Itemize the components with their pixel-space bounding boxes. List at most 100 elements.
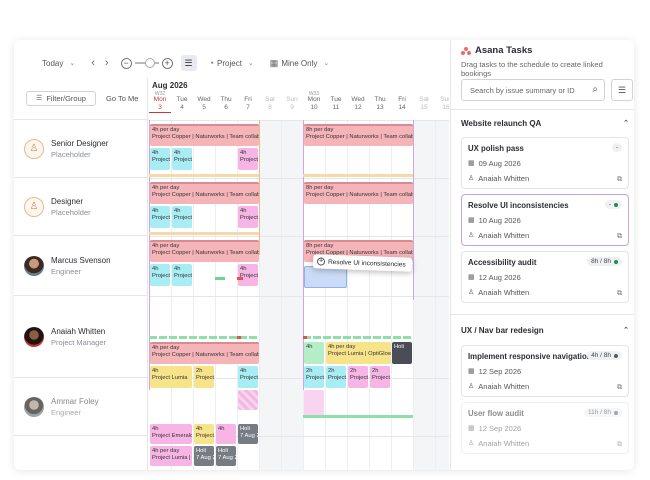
booking-block[interactable] [304, 390, 324, 418]
day-header-cell[interactable]: Wed 5 [197, 96, 211, 111]
panel-subtitle: Drag tasks to the schedule to create lin… [461, 60, 603, 78]
day-header-cell[interactable]: Sat 15 [419, 96, 429, 111]
external-link-icon[interactable]: ⧉ [617, 384, 622, 391]
holiday-block[interactable]: Holi [392, 342, 412, 364]
resource-row[interactable]: ♙ Senior Designer Placeholder [14, 120, 148, 178]
drop-target-preview [304, 266, 347, 288]
booking-block[interactable]: 2h Project [194, 366, 214, 388]
external-link-icon[interactable]: ⧉ [617, 176, 622, 183]
task-group-header[interactable]: UX / Nav bar redesign ⌃ [461, 326, 629, 335]
resource-row[interactable]: Ammar Foley Engineer [14, 378, 148, 436]
next-period-button[interactable]: › [105, 57, 109, 69]
go-to-me-button[interactable]: Go To Me [106, 94, 139, 103]
booking-block[interactable]: 2h Project [326, 366, 346, 388]
day-header-cell[interactable]: Wed 12 [351, 96, 365, 111]
day-header-cell[interactable]: Thu 6 [220, 96, 232, 111]
booking-block[interactable]: 8h per day Project Copper | Naturworks | … [304, 124, 413, 146]
user-icon: ♙ [468, 440, 475, 447]
booking-block[interactable]: 4h per day Project Copper | Naturworks | … [150, 240, 259, 262]
filter-button[interactable]: ☰ [611, 79, 633, 101]
day-header-cell[interactable]: Tue 11 [330, 96, 342, 111]
day-header-cell[interactable]: Sun 9 [286, 96, 298, 111]
day-header-cell[interactable]: Tue 4 [176, 96, 188, 111]
project-dropdown[interactable]: ◔ Project ⌄ [209, 58, 254, 68]
day-header-cell[interactable]: Sat 8 [265, 96, 275, 111]
hours-badge: 4h / 8h [587, 351, 622, 360]
day-header-cell[interactable]: W32 Mon 3 [149, 90, 171, 113]
resource-role: Placeholder [51, 207, 91, 217]
booking-block[interactable]: 8h per day Project Copper | Naturworks | … [304, 182, 413, 204]
booking-block[interactable]: 4h per day Project Copper | Naturworks | … [150, 182, 259, 204]
resource-name: Ammar Foley [51, 396, 99, 406]
panel-title-text: Asana Tasks [475, 45, 533, 56]
holiday-block[interactable]: Holi 7 Aug 2 [216, 446, 236, 466]
holiday-block[interactable]: Holi 7 Aug 2 [194, 446, 214, 466]
booking-block[interactable]: 4h per day Project Lumia | OptiGlow [326, 342, 391, 364]
booking-block[interactable]: 2h Project [348, 366, 368, 388]
tentative-booking-block[interactable] [238, 390, 258, 410]
zoom-in-icon[interactable]: + [161, 57, 173, 69]
task-title: UX polish pass [468, 144, 524, 153]
task-card[interactable]: UX polish pass - ▦ 09 Aug 2026 ♙ Anaiah Wh… [461, 137, 629, 189]
zoom-slider-knob[interactable] [144, 58, 155, 68]
task-card-selected[interactable]: Resolve UI inconsistencies - ▦ 10 Aug 202… [461, 194, 629, 246]
task-card[interactable]: Implement responsive navigation 4h / 8h … [461, 345, 629, 397]
list-view-button[interactable]: ☰ [180, 55, 197, 71]
resource-role: Engineer [51, 407, 82, 417]
day-header-cell[interactable]: Fri 14 [398, 96, 406, 111]
chevron-up-icon[interactable]: ⌃ [623, 120, 629, 127]
chevron-down-icon: ⌄ [69, 60, 76, 67]
hours-badge: - [604, 200, 622, 209]
task-card[interactable]: User flow audit 11h / 8h ▦ 12 Sep 2026 ♙ A… [461, 402, 629, 454]
task-card[interactable]: Accessibility audit 8h / 8h ▦ 12 Aug 2026… [461, 251, 629, 303]
task-search-input[interactable]: Search by issue summary or ID ⌕ [461, 79, 605, 101]
resource-row[interactable]: Marcus Svenson Engineer [14, 236, 148, 296]
external-link-icon[interactable]: ⧉ [617, 233, 622, 240]
booking-block[interactable]: 2h Project [370, 366, 390, 388]
task-date: 12 Sep 2026 [478, 367, 522, 376]
resource-row[interactable]: ♙ Designer Placeholder [14, 178, 148, 236]
chevron-up-icon[interactable]: ⌃ [623, 327, 629, 334]
calendar-icon: ▦ [468, 217, 475, 224]
booking-block[interactable]: 4h [304, 342, 324, 364]
resource-row[interactable]: Anaiah Whitten Project Manager [14, 296, 148, 378]
day-header-cell[interactable]: Sun16 [440, 96, 449, 111]
filter-group-label: Filter/Group [46, 94, 86, 103]
search-icon[interactable]: ⌕ [592, 84, 598, 95]
day-header-cell[interactable]: Fri 7 [244, 96, 252, 111]
booking-block[interactable]: 4h [216, 424, 236, 444]
booking-block[interactable]: 4h Project Lumia [150, 366, 192, 388]
today-dropdown[interactable]: Today ⌄ [42, 59, 75, 68]
resource-role: Project Manager [51, 337, 107, 347]
booking-block[interactable]: 4h per day Project Copper | Naturworks | … [150, 124, 259, 146]
booking-block[interactable]: 4h per day Project Copper | Naturworks | … [150, 342, 259, 364]
zoom-slider[interactable] [134, 58, 159, 68]
prev-period-button[interactable]: ‹ [91, 57, 95, 69]
booking-block[interactable]: 2h Project [304, 366, 324, 388]
mine-only-dropdown[interactable]: ▦ Mine Only ⌄ [270, 58, 329, 68]
holiday-block[interactable]: Holi 7 Aug 2 [238, 424, 258, 444]
booking-block[interactable]: 4h Project [194, 424, 214, 444]
task-assignee: Anaiah Whitten [478, 382, 530, 391]
external-link-icon[interactable]: ⧉ [617, 290, 622, 297]
external-link-icon[interactable]: ⧉ [617, 441, 622, 448]
zoom-out-icon[interactable]: − [120, 57, 132, 69]
calendar-icon: ▦ [468, 160, 475, 167]
filter-group-button[interactable]: ☰ Filter/Group [26, 91, 96, 106]
day-header-cell[interactable]: Thu 13 [374, 96, 386, 111]
task-group-header[interactable]: Website relaunch QA ⌃ [461, 119, 629, 128]
day-header-cell[interactable]: W33 Mon 10 [307, 91, 321, 111]
calendar-icon: ▦ [468, 368, 475, 375]
